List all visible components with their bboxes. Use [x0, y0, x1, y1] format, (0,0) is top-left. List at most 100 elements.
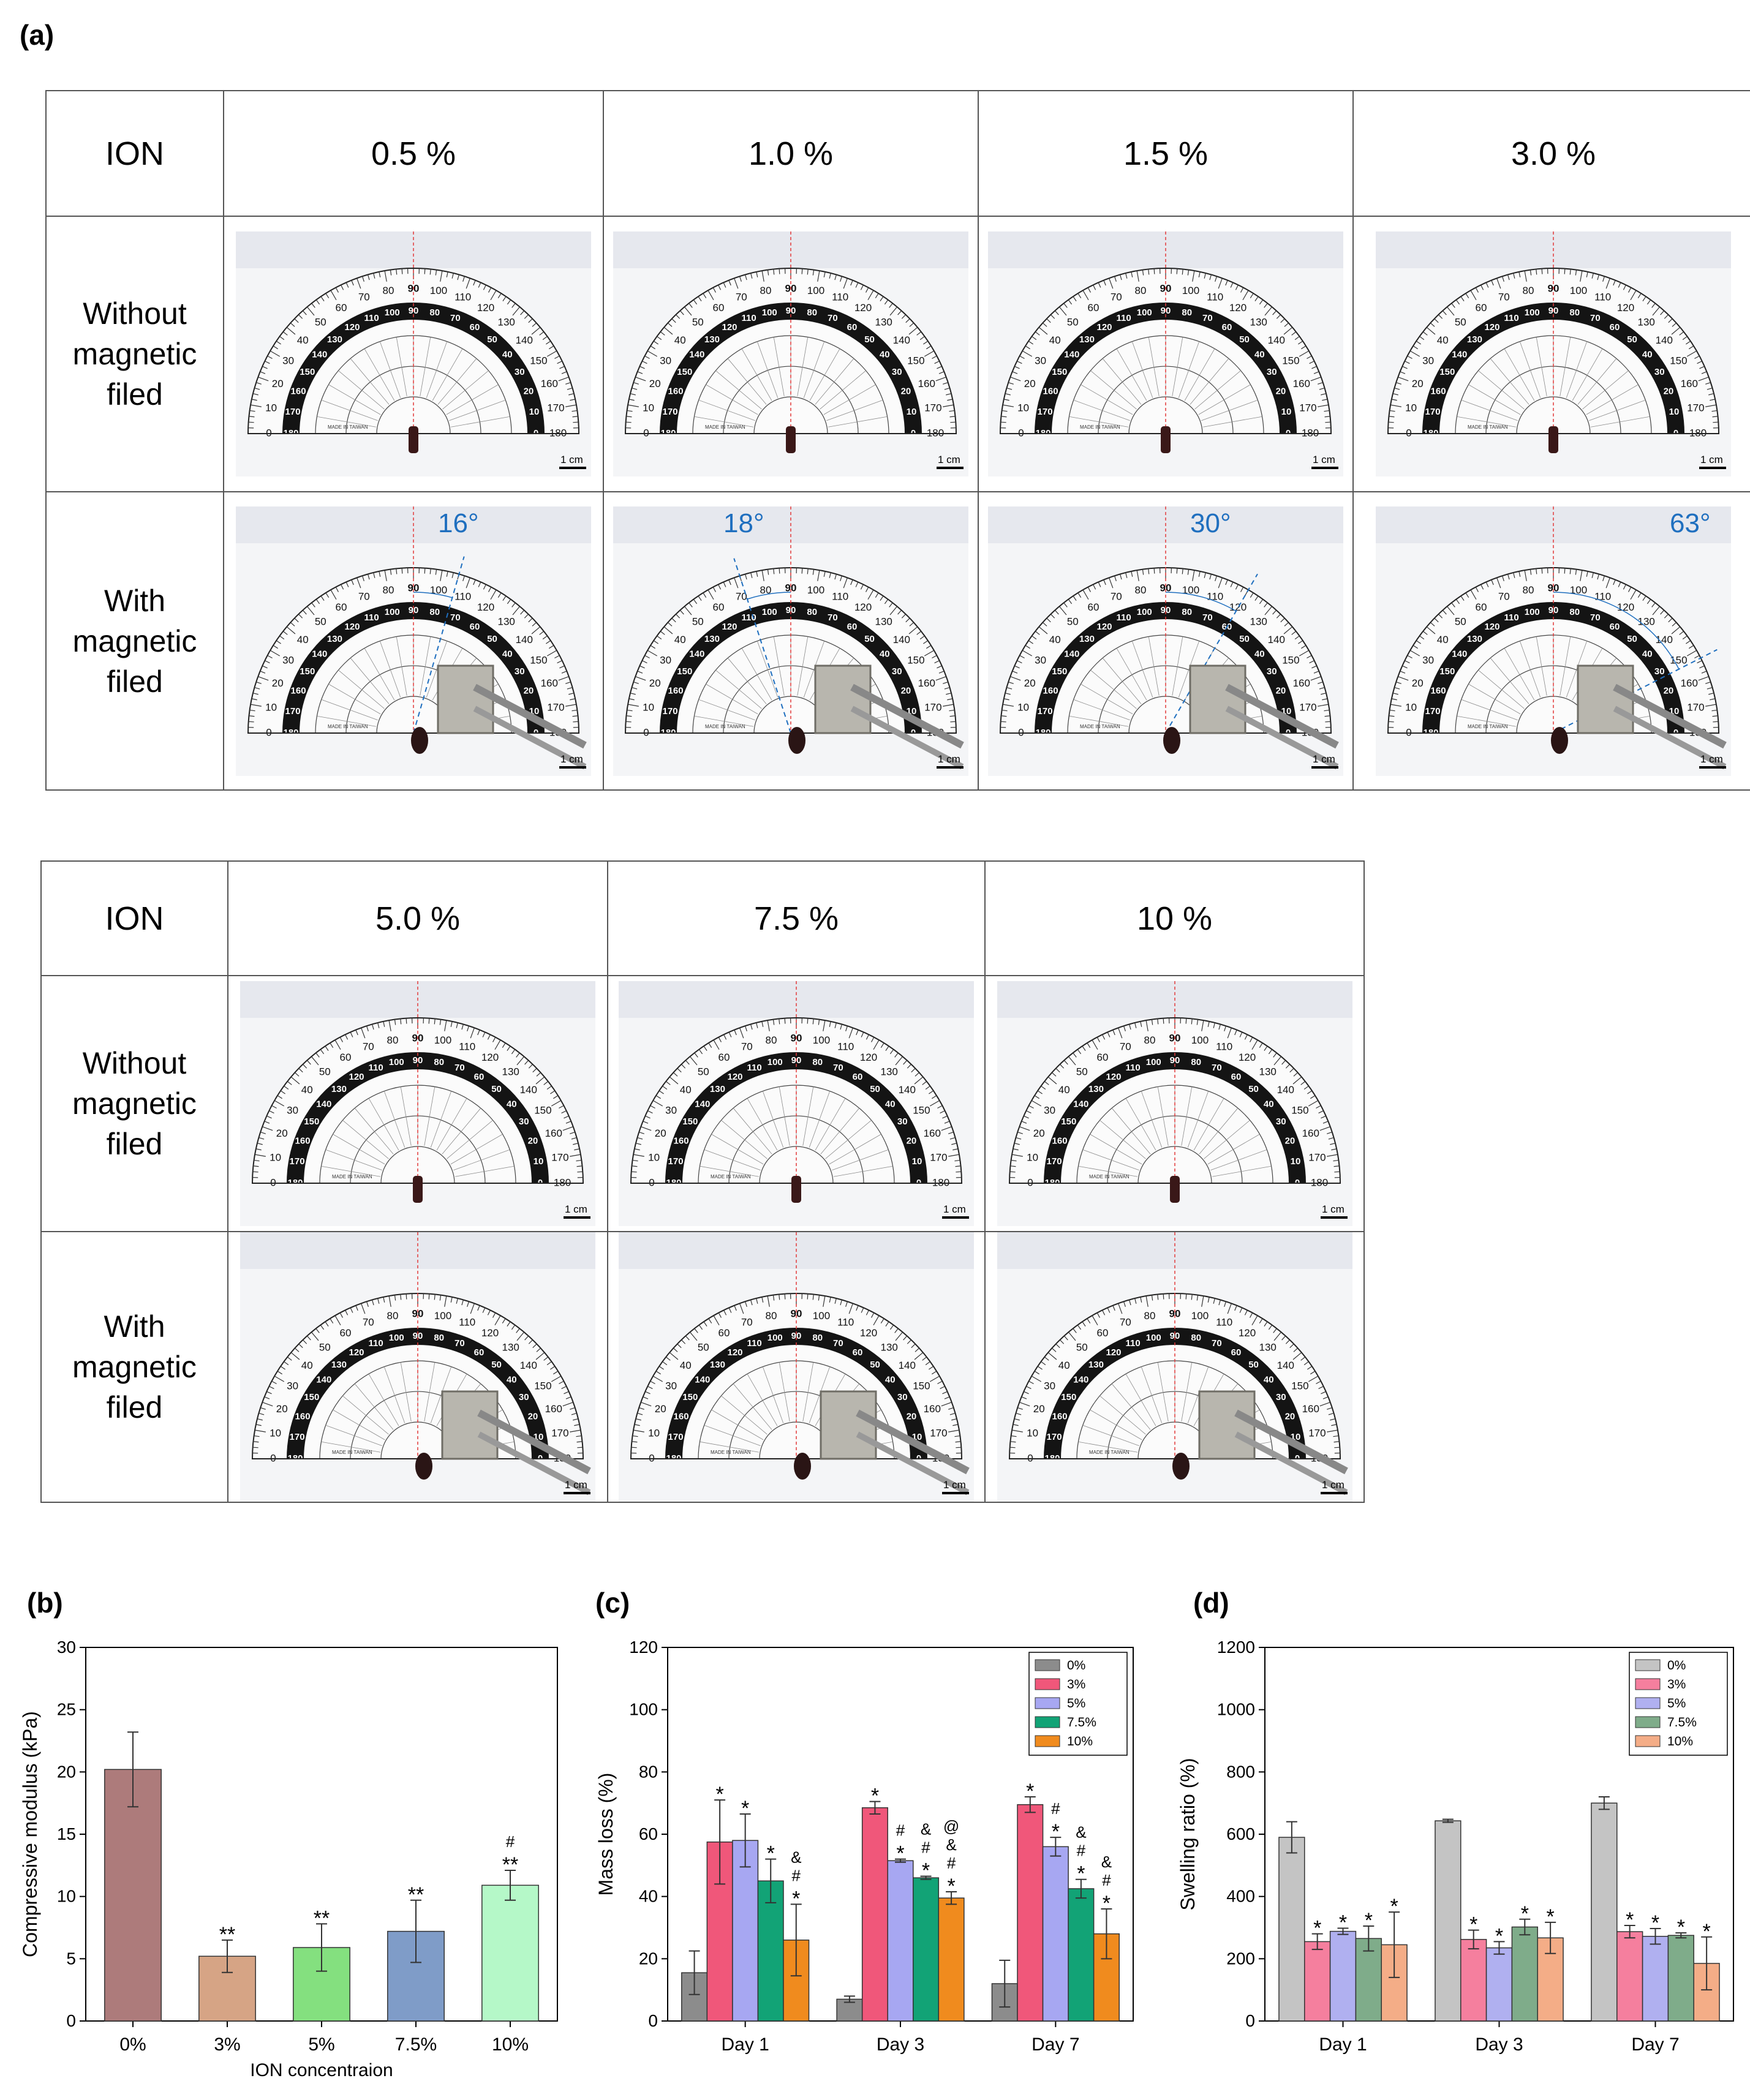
band-number: 140 — [1073, 1374, 1088, 1385]
tick-mark — [274, 1376, 285, 1382]
legend-label: 7.5% — [1067, 1715, 1096, 1729]
tick-mark — [633, 1154, 644, 1157]
radial-line — [825, 1120, 872, 1159]
tick-mark — [1264, 602, 1268, 608]
protractor-number: 140 — [1268, 334, 1285, 346]
band-number: 30 — [1654, 367, 1665, 377]
tick-mark — [1398, 377, 1409, 382]
x-tick-label: 0% — [119, 2034, 146, 2055]
band-number: 70 — [833, 1063, 843, 1073]
tick-mark — [1699, 665, 1705, 668]
tick-mark — [889, 303, 893, 308]
tick-mark — [258, 1413, 265, 1415]
tick-mark — [269, 1386, 274, 1390]
tick-mark — [637, 1413, 643, 1415]
tick-mark — [356, 278, 361, 289]
tick-mark — [1077, 592, 1082, 598]
radial-line — [1180, 1086, 1192, 1146]
tick-mark — [1529, 269, 1532, 276]
y-tick-label: 0 — [1245, 2011, 1255, 2030]
tick-mark — [390, 569, 392, 575]
radial-line — [1111, 1108, 1150, 1154]
tick-mark — [901, 314, 906, 319]
tick-mark — [1218, 577, 1223, 588]
radial-line — [1457, 416, 1517, 427]
tweezer-arm — [850, 683, 964, 748]
tick-mark — [665, 1357, 671, 1361]
radial-line — [1201, 399, 1258, 421]
tick-mark — [373, 572, 375, 578]
tick-mark — [1402, 665, 1408, 668]
protractor-number: 70 — [1111, 292, 1122, 303]
tick-mark — [676, 613, 681, 619]
protractor-number: 180 — [1689, 427, 1707, 438]
y-tick-label: 25 — [57, 1700, 76, 1719]
tick-mark — [1524, 570, 1527, 581]
tick-mark — [260, 371, 266, 374]
band-number: 60 — [474, 1072, 485, 1082]
significance-mark: * — [922, 1859, 930, 1883]
tick-mark — [1015, 1413, 1021, 1415]
tick-mark — [639, 665, 645, 668]
tick-mark — [350, 1308, 353, 1313]
tick-mark — [1010, 377, 1021, 382]
without-field-row: Without magnetic filed 0 10 20 30 40 50 60 70 80… — [45, 216, 1750, 492]
tick-mark — [450, 1297, 453, 1303]
tick-mark — [1332, 1159, 1338, 1162]
band-number: 170 — [668, 1156, 684, 1167]
tick-mark — [1642, 296, 1646, 301]
tick-mark — [834, 573, 837, 579]
tick-mark — [703, 293, 707, 298]
tick-mark — [339, 1037, 343, 1042]
tick-mark — [1308, 1376, 1318, 1382]
radial-line — [354, 1108, 394, 1154]
protractor-number: 110 — [1594, 292, 1611, 303]
with-field-label: With magnetic filed — [45, 491, 224, 791]
tick-mark — [524, 1335, 529, 1341]
tick-mark — [941, 1126, 952, 1131]
tick-mark — [1679, 331, 1684, 336]
tick-mark — [1496, 577, 1501, 588]
tick-mark — [880, 1318, 884, 1323]
tick-mark — [1263, 1045, 1267, 1051]
tick-mark — [866, 1310, 869, 1315]
tick-mark — [1710, 698, 1716, 700]
tick-mark — [559, 1105, 564, 1108]
protractor-imprint: MADE IN TAIWAN — [711, 1450, 751, 1455]
protractor-number: 100 — [807, 584, 824, 596]
tick-mark — [935, 676, 946, 680]
tick-mark — [718, 285, 722, 290]
protractor-number: 80 — [1135, 584, 1147, 596]
tick-mark — [570, 1131, 575, 1134]
bar — [1304, 1941, 1331, 2022]
tick-mark — [559, 1380, 564, 1384]
tick-mark — [502, 1042, 506, 1048]
x-axis-label: ION concentraion — [250, 2060, 393, 2080]
protractor-number: 80 — [1144, 1310, 1155, 1322]
tick-mark — [1011, 1154, 1023, 1157]
tick-mark — [366, 1026, 369, 1031]
band-number: 90 — [1169, 1331, 1180, 1341]
tick-mark — [626, 416, 632, 418]
tick-mark — [1284, 322, 1289, 327]
tick-mark — [1213, 1022, 1215, 1028]
tick-mark — [1392, 692, 1398, 694]
tick-mark — [761, 1297, 764, 1303]
tick-mark — [641, 1402, 652, 1407]
protractor-imprint: MADE IN TAIWAN — [332, 1450, 372, 1455]
protractor-number: 30 — [665, 1380, 677, 1391]
tick-mark — [1136, 270, 1139, 282]
band-number: 80 — [1569, 607, 1580, 617]
radial-line — [379, 341, 401, 398]
tick-mark — [1034, 1371, 1039, 1375]
radial-line — [1116, 348, 1147, 401]
tick-mark — [667, 322, 673, 327]
ion-table-2: ION 5.0 % 7.5 % 10 % Without magnetic fi… — [40, 860, 1365, 1503]
tick-mark — [559, 665, 565, 668]
tick-mark — [1513, 572, 1515, 578]
tick-mark — [1407, 355, 1412, 359]
band-number: 110 — [1504, 612, 1518, 623]
tick-mark — [568, 393, 575, 396]
tick-mark — [932, 355, 937, 359]
tick-mark — [807, 1018, 809, 1024]
